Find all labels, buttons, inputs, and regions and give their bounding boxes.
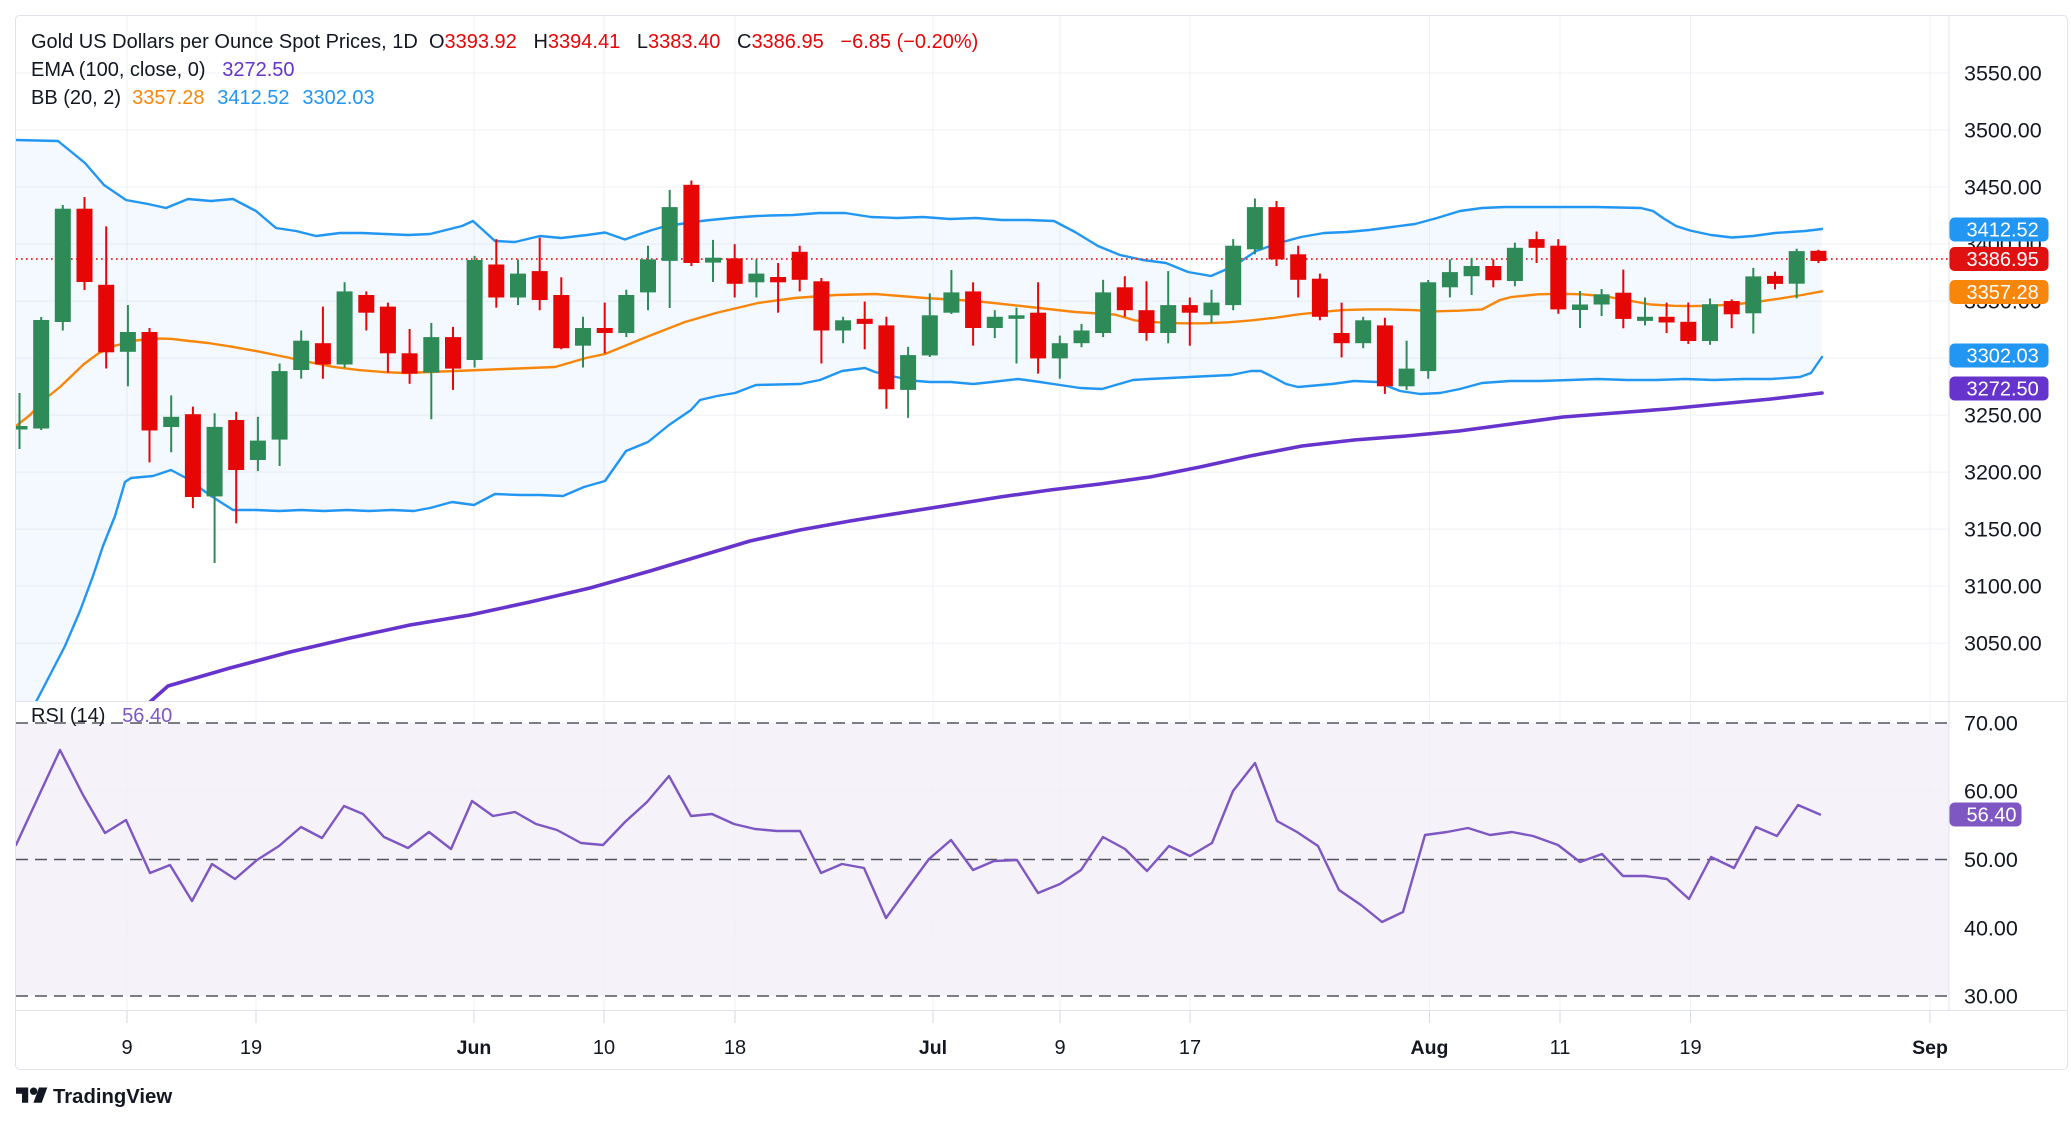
svg-text:3272.50: 3272.50 — [1967, 379, 2039, 401]
svg-text:3550.00: 3550.00 — [1964, 62, 2042, 86]
svg-text:Gold US Dollars per Ounce Spot: Gold US Dollars per Ounce Spot Prices, 1… — [31, 31, 978, 53]
svg-text:RSI (14) 56.40: RSI (14) 56.40 — [31, 705, 172, 727]
svg-text:10: 10 — [593, 1037, 615, 1059]
svg-text:Aug: Aug — [1411, 1037, 1449, 1059]
svg-text:9: 9 — [1054, 1037, 1065, 1059]
svg-text:EMA (100, close, 0) 3272.50: EMA (100, close, 0) 3272.50 — [31, 59, 295, 81]
svg-text:50.00: 50.00 — [1964, 848, 2018, 872]
svg-text:TradingView: TradingView — [53, 1086, 172, 1108]
svg-text:56.40: 56.40 — [1967, 805, 2017, 827]
svg-text:3357.28: 3357.28 — [1967, 282, 2039, 304]
svg-text:3100.00: 3100.00 — [1964, 575, 2042, 599]
svg-text:11: 11 — [1550, 1037, 1571, 1059]
svg-text:19: 19 — [240, 1037, 262, 1059]
svg-text:9: 9 — [121, 1037, 132, 1059]
svg-text:70.00: 70.00 — [1964, 712, 2018, 736]
svg-text:19: 19 — [1679, 1037, 1701, 1059]
svg-text:18: 18 — [724, 1037, 746, 1059]
svg-text:3200.00: 3200.00 — [1964, 461, 2042, 485]
svg-text:3450.00: 3450.00 — [1964, 176, 2042, 200]
svg-text:Sep: Sep — [1912, 1037, 1948, 1059]
svg-text:3050.00: 3050.00 — [1964, 632, 2042, 656]
svg-text:17: 17 — [1179, 1037, 1201, 1059]
svg-text:Jun: Jun — [457, 1037, 492, 1059]
svg-text:Jul: Jul — [919, 1037, 947, 1059]
svg-text:3386.95: 3386.95 — [1967, 249, 2039, 271]
svg-text:3500.00: 3500.00 — [1964, 119, 2042, 143]
svg-text:BB (20, 2) 3357.28 3412.52: BB (20, 2) 3357.28 3412.52 3302.03 — [31, 87, 375, 109]
svg-text:3150.00: 3150.00 — [1964, 518, 2042, 542]
svg-text:30.00: 30.00 — [1964, 985, 2018, 1009]
svg-text:40.00: 40.00 — [1964, 917, 2018, 941]
svg-text:3302.03: 3302.03 — [1967, 346, 2039, 368]
svg-text:3250.00: 3250.00 — [1964, 404, 2042, 428]
svg-text:60.00: 60.00 — [1964, 780, 2018, 804]
svg-text:3412.52: 3412.52 — [1967, 220, 2039, 242]
